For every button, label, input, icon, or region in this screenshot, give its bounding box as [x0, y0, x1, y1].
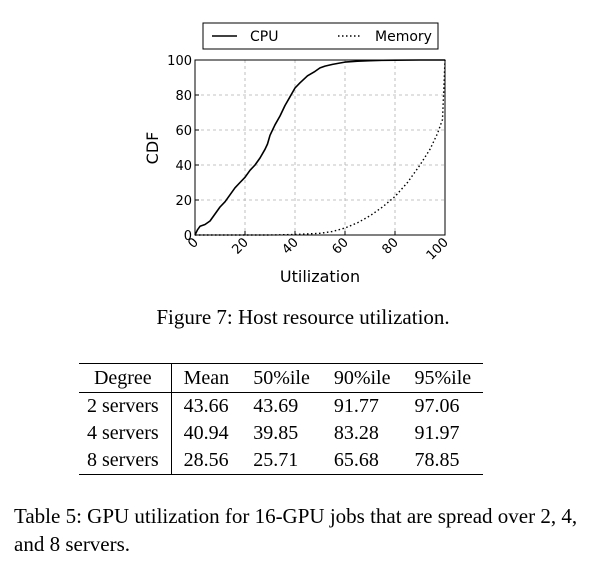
x-tick-label: 60 [330, 235, 352, 257]
x-tick-label: 40 [280, 235, 302, 257]
table-row: 2 servers 43.66 43.69 91.77 97.06 [79, 392, 483, 420]
table-cell: 91.77 [333, 395, 379, 417]
header-degree: Degree [79, 363, 172, 393]
header-50ile: 50%ile [241, 363, 322, 393]
header-95ile: 95%ile [402, 363, 484, 393]
y-axis-label: CDF [143, 132, 162, 165]
table-cell: 83.28 [333, 422, 379, 444]
axis-ticks: 0 20 40 60 80 100 0 20 40 60 80 100 [167, 54, 452, 263]
legend-memory-label: Memory [375, 29, 432, 45]
series-lines [194, 59, 446, 236]
grid-lines [195, 60, 445, 235]
x-tick-label: 20 [230, 235, 252, 257]
table-cell: 91.97 [414, 422, 460, 444]
header-90ile: 90%ile [321, 363, 403, 393]
table-cell: 39.85 [253, 422, 299, 444]
plot-frame [194, 59, 446, 236]
x-tick-label: 0 [185, 235, 201, 251]
x-tick-label: 80 [380, 235, 402, 257]
table-caption: Table 5: GPU utilization for 16-GPU jobs… [14, 504, 578, 556]
y-tick-label: 40 [175, 159, 192, 174]
table-row: 8 servers 28.56 25.71 65.68 78.85 [79, 447, 484, 475]
legend-box [202, 22, 439, 50]
y-tick-label: 100 [167, 54, 192, 69]
y-tick-label: 80 [175, 89, 192, 104]
table-cell: 4 servers [79, 420, 172, 447]
table-row: 4 servers 40.94 39.85 83.28 91.97 [79, 420, 483, 447]
table-cell: 97.06 [414, 395, 460, 417]
cdf-chart: 0 20 40 60 80 100 0 20 40 60 80 100 Utilization CDF… [143, 22, 452, 286]
table-cell: 2 servers [79, 392, 172, 420]
legend-cpu-label: CPU [250, 29, 278, 45]
results-table: Degree Mean 50%ile 90%ile 95%ile 2 serve… [79, 363, 484, 475]
table-cell: 8 servers [79, 447, 172, 475]
y-tick-label: 60 [175, 124, 192, 139]
x-axis-label: Utilization [280, 267, 360, 286]
header-mean: Mean [171, 363, 242, 393]
table-cell: 43.66 [183, 395, 229, 417]
series-line-cpu [194, 59, 445, 236]
table-cell: 78.85 [402, 447, 484, 475]
y-tick-label: 20 [175, 194, 192, 209]
table-cell: 25.71 [241, 447, 322, 475]
table-cell: 65.68 [321, 447, 403, 475]
table-cell: 40.94 [183, 422, 229, 444]
figure-caption: Figure 7: Host resource utilization. [156, 305, 450, 329]
x-tick-label: 100 [424, 235, 452, 263]
series-line-memory [195, 59, 446, 236]
table-header-row: Degree Mean 50%ile 90%ile 95%ile [79, 363, 484, 393]
y-tick-label: 0 [184, 229, 192, 244]
table-cell: 28.56 [171, 447, 242, 475]
table-cell: 43.69 [253, 395, 299, 417]
legend: CPU Memory [202, 22, 439, 50]
